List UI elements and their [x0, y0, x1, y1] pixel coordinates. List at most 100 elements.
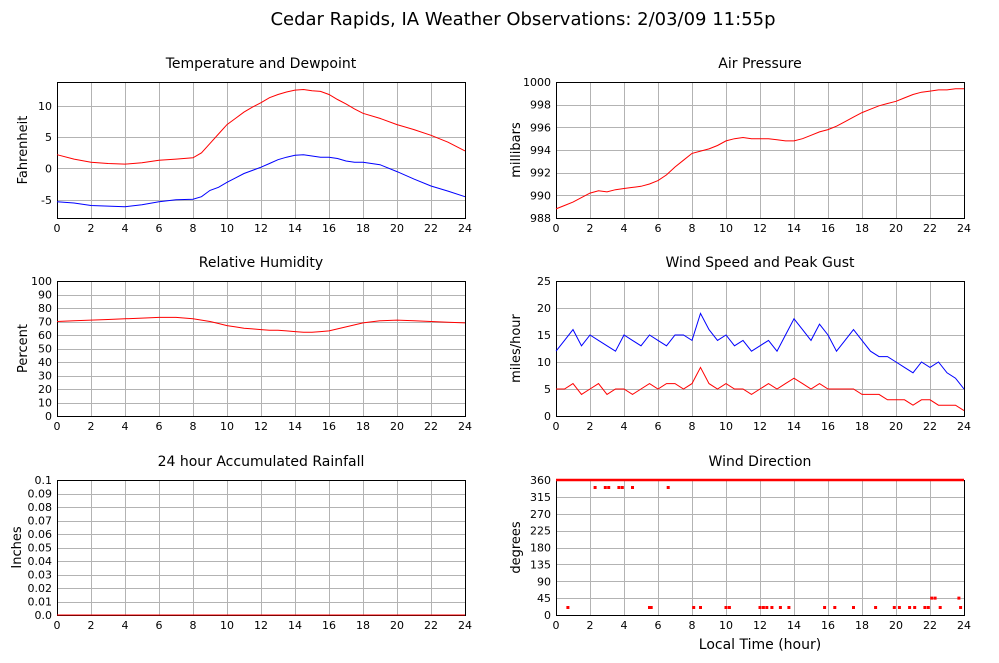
x-tick-label: 20 [390, 619, 404, 632]
y-axis-label: millibars [509, 122, 524, 178]
plot-frame [57, 82, 466, 219]
x-tick-label: 14 [288, 619, 302, 632]
shared-xlabel: Local Time (hour) [699, 637, 821, 653]
wind-direction-point [617, 486, 621, 489]
wind-direction-point [770, 606, 774, 609]
x-tick-label: 2 [88, 222, 95, 235]
series-line [56, 316, 466, 333]
x-tick-label: 18 [855, 222, 869, 235]
y-tick-label: 0 [45, 162, 52, 175]
x-tick-label: 18 [855, 420, 869, 433]
wind-direction-point [823, 606, 827, 609]
wind-direction-point [959, 606, 963, 609]
x-tick-label: 14 [288, 420, 302, 433]
x-tick-label: 4 [621, 420, 628, 433]
x-tick-label: 6 [655, 222, 662, 235]
x-tick-label: 16 [821, 222, 835, 235]
wind-direction-point [692, 606, 696, 609]
y-tick-label: 998 [530, 99, 551, 112]
x-tick-label: 12 [753, 619, 767, 632]
x-tick-label: 4 [621, 619, 628, 632]
y-tick-label: 30 [38, 370, 52, 383]
wind-direction-point [648, 606, 651, 609]
x-tick-label: 8 [689, 420, 696, 433]
y-tick-label: 5 [544, 383, 551, 396]
x-tick-label: 10 [719, 222, 733, 235]
y-tick-label: 0 [544, 410, 551, 423]
y-axis-label: miles/hour [509, 313, 524, 382]
y-tick-label: 0.01 [28, 596, 53, 609]
wind-direction-point [913, 606, 917, 609]
y-tick-label: 0.1 [35, 474, 53, 487]
x-tick-label: 24 [458, 420, 472, 433]
wind-direction-point [593, 486, 597, 489]
wind-direction-point [908, 606, 912, 609]
x-tick-label: 24 [957, 222, 971, 235]
y-tick-label: 10 [537, 356, 551, 369]
x-tick-label: 2 [88, 619, 95, 632]
x-tick-label: 20 [889, 420, 903, 433]
y-tick-label: 15 [537, 329, 551, 342]
y-tick-label: 0 [45, 410, 52, 423]
y-axis-label: degrees [509, 521, 524, 574]
y-tick-label: 60 [38, 329, 52, 342]
x-tick-label: 6 [655, 420, 662, 433]
x-tick-label: 6 [156, 420, 163, 433]
y-tick-label: 0.06 [28, 528, 53, 541]
y-tick-label: 20 [38, 383, 52, 396]
y-tick-label: 996 [530, 121, 551, 134]
x-tick-label: 10 [719, 420, 733, 433]
series-line [56, 154, 466, 208]
wind-direction-point [666, 486, 670, 489]
y-tick-label: 0.05 [28, 542, 53, 555]
wind-direction-point [926, 606, 930, 609]
x-tick-label: 8 [190, 420, 197, 433]
x-tick-label: 4 [122, 619, 129, 632]
y-tick-label: 10 [38, 397, 52, 410]
x-tick-label: 4 [122, 222, 129, 235]
panel-title: Temperature and Dewpoint [165, 56, 357, 72]
x-tick-label: 24 [458, 619, 472, 632]
x-tick-label: 12 [254, 222, 268, 235]
wind-direction-point [957, 596, 961, 600]
y-tick-label: 994 [530, 144, 551, 157]
x-tick-label: 0 [553, 222, 560, 235]
panel-title: Wind Direction [709, 454, 812, 470]
y-tick-label: 1000 [523, 76, 551, 89]
x-tick-label: 2 [587, 420, 594, 433]
wind-direction-point [930, 596, 934, 600]
y-tick-label: 100 [31, 275, 52, 288]
wind-direction-point [852, 606, 855, 609]
series-line [556, 366, 965, 412]
y-tick-label: 225 [530, 525, 551, 538]
wind-direction-point [566, 606, 570, 609]
series-line [555, 88, 964, 210]
x-tick-label: 20 [390, 222, 404, 235]
x-tick-label: 24 [957, 420, 971, 433]
wind-direction-point [874, 606, 878, 609]
panel-title: 24 hour Accumulated Rainfall [158, 454, 365, 470]
wind-direction-point [897, 606, 901, 609]
y-tick-label: 315 [530, 491, 551, 504]
x-tick-label: 8 [190, 222, 197, 235]
wind-direction-point [603, 486, 607, 489]
wind-direction-point [892, 606, 896, 609]
y-tick-label: -5 [41, 194, 52, 207]
x-tick-label: 0 [54, 420, 61, 433]
wind-direction-point [833, 606, 837, 609]
x-tick-label: 24 [957, 619, 971, 632]
panel-5: 0 2 4 6 8 10 12 14 16 18 20 22 240459013518022527031… [509, 454, 971, 632]
wind-direction-point [787, 606, 791, 609]
wind-direction-point [724, 606, 728, 609]
x-tick-label: 22 [923, 222, 937, 235]
wind-direction-point [649, 606, 653, 609]
wind-direction-point [938, 606, 942, 609]
wind-direction-point [727, 606, 731, 609]
wind-direction-point [607, 486, 611, 489]
y-axis-label: Fahrenheit [16, 116, 31, 185]
plot-frame [57, 281, 466, 417]
x-tick-label: 6 [156, 222, 163, 235]
y-tick-label: 10 [38, 100, 52, 113]
panel-2: 0 2 4 6 8 10 12 14 16 18 20 22 240102030405060708090… [16, 255, 472, 433]
